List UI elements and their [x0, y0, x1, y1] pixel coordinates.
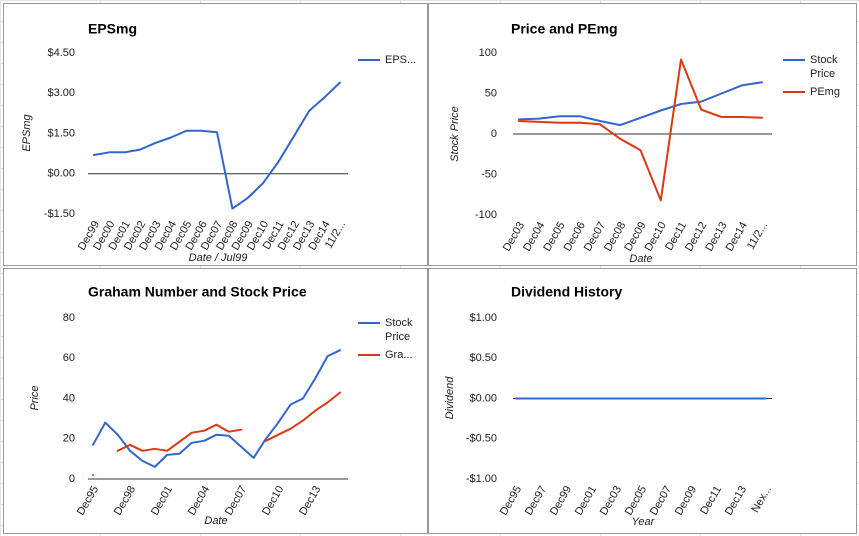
y-axis-label: Price — [29, 385, 41, 410]
y-tick-label: 0 — [491, 128, 497, 140]
y-tick-label: -100 — [475, 209, 497, 221]
y-tick-label: -$0.50 — [466, 433, 497, 445]
legend-label: PEmg — [810, 86, 840, 98]
x-axis-label: Date — [629, 253, 652, 265]
y-tick-label: -50 — [481, 168, 497, 180]
legend-label: Gra... — [385, 349, 413, 361]
series-line — [92, 349, 341, 468]
y-tick-label: $1.50 — [47, 127, 75, 139]
y-tick-label: $3.00 — [47, 87, 75, 99]
y-tick-label: $0.00 — [469, 392, 497, 404]
y-axis-label: EPSmg — [21, 113, 33, 151]
x-axis-label: Date — [204, 515, 227, 527]
y-tick-label: 60 — [63, 352, 75, 364]
panel — [3, 268, 428, 534]
legend-label: EPS... — [385, 54, 417, 66]
y-tick-label: $1.00 — [469, 312, 497, 324]
y-tick-label: 20 — [63, 433, 75, 445]
panel — [3, 3, 428, 266]
legend-label: Stock Price — [385, 317, 413, 343]
y-tick-label: $4.50 — [47, 47, 75, 59]
y-tick-label: 40 — [63, 392, 75, 404]
x-axis-label: Year — [632, 516, 656, 528]
chart-title: EPSmg — [88, 21, 137, 37]
series-line — [92, 391, 341, 476]
y-tick-label: 0 — [69, 473, 75, 485]
x-axis-label: Date / Jul99 — [189, 252, 248, 264]
series-line — [518, 58, 763, 202]
panel — [428, 268, 857, 534]
series-line — [93, 81, 341, 210]
y-tick-label: $0.00 — [47, 168, 75, 180]
y-tick-label: $0.50 — [469, 352, 497, 364]
chart-title: Dividend History — [511, 284, 622, 300]
legend-label: Stock Price — [810, 54, 838, 80]
y-tick-label: 50 — [485, 87, 497, 99]
chart-title: Price and PEmg — [511, 21, 618, 37]
y-tick-label: -$1.50 — [44, 208, 75, 220]
series-line — [518, 81, 763, 127]
y-axis-label: Dividend — [444, 376, 456, 420]
y-tick-label: 100 — [479, 47, 497, 59]
y-tick-label: -$1.00 — [466, 473, 497, 485]
y-tick-label: 80 — [63, 312, 75, 324]
y-axis-label: Stock Price — [449, 106, 461, 162]
chart-title: Graham Number and Stock Price — [88, 284, 307, 300]
